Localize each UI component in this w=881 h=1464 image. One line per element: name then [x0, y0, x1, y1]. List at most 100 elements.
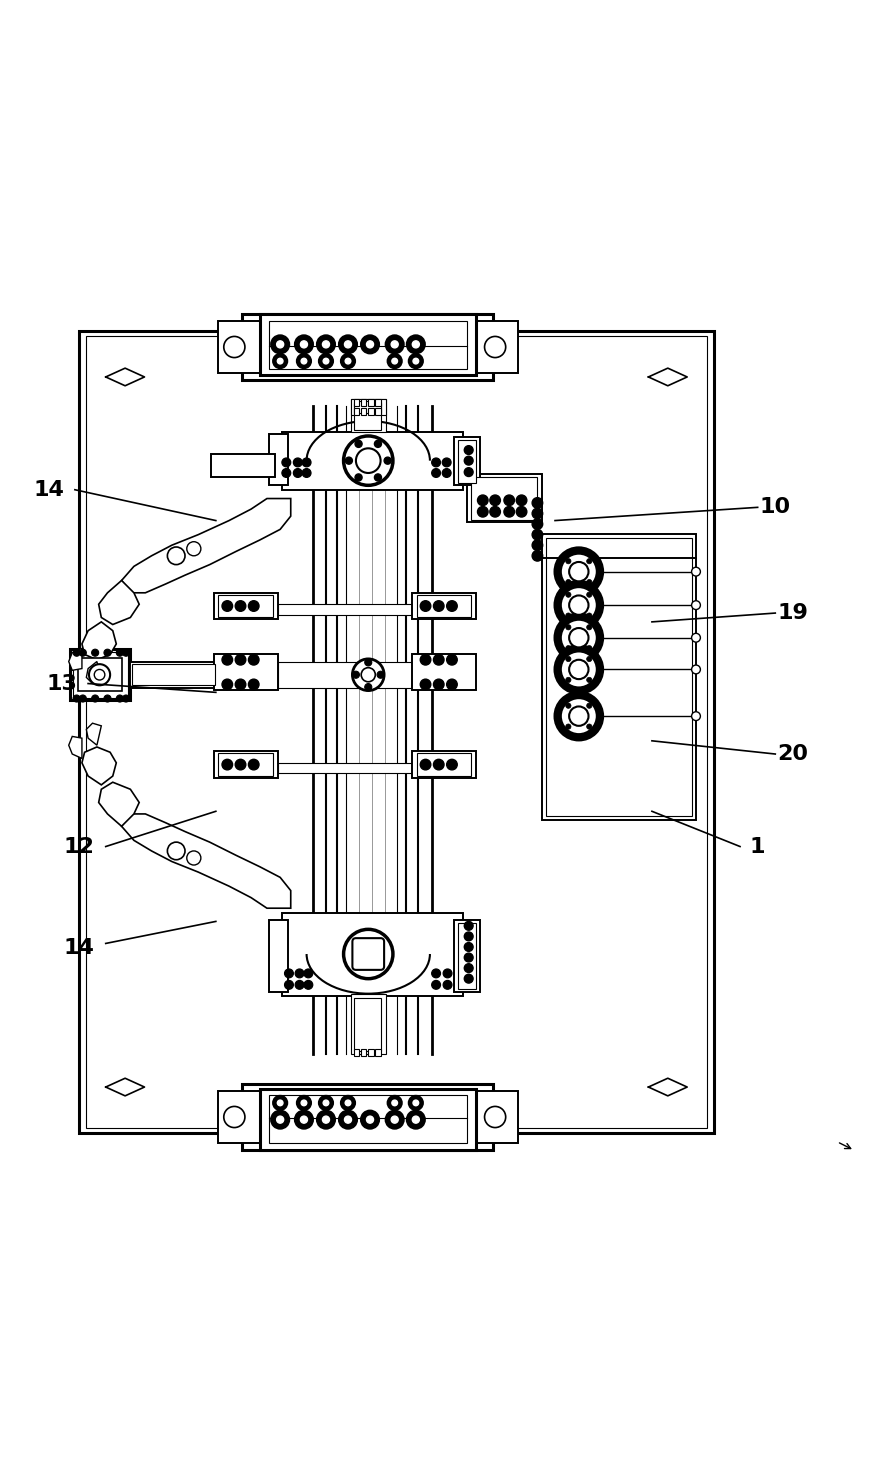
Circle shape: [532, 508, 543, 518]
Bar: [278, 662, 414, 688]
Bar: [458, 924, 476, 990]
Circle shape: [92, 695, 99, 703]
Circle shape: [409, 354, 423, 367]
Circle shape: [345, 1099, 351, 1105]
Circle shape: [277, 1116, 284, 1123]
Bar: [368, 408, 374, 414]
Circle shape: [388, 354, 402, 367]
Circle shape: [235, 679, 246, 690]
Circle shape: [558, 584, 600, 627]
Circle shape: [248, 600, 259, 612]
Circle shape: [235, 600, 246, 612]
Circle shape: [365, 659, 372, 666]
Circle shape: [355, 441, 362, 448]
Bar: [218, 321, 263, 373]
Circle shape: [187, 851, 201, 865]
Circle shape: [304, 969, 313, 978]
Bar: [218, 594, 273, 618]
Bar: [354, 400, 359, 406]
Circle shape: [433, 679, 444, 690]
Circle shape: [587, 613, 592, 618]
Circle shape: [388, 1097, 402, 1110]
Bar: [375, 1050, 381, 1056]
Circle shape: [277, 341, 284, 348]
Circle shape: [273, 1097, 287, 1110]
Circle shape: [317, 1111, 335, 1129]
Circle shape: [377, 671, 384, 678]
Circle shape: [433, 600, 444, 612]
Circle shape: [692, 600, 700, 609]
Circle shape: [295, 969, 304, 978]
Circle shape: [447, 654, 457, 665]
Polygon shape: [86, 662, 101, 684]
Circle shape: [490, 495, 500, 505]
Circle shape: [301, 1099, 307, 1105]
Circle shape: [235, 760, 246, 770]
Circle shape: [282, 468, 291, 477]
Circle shape: [587, 646, 592, 651]
Circle shape: [248, 760, 259, 770]
Circle shape: [587, 703, 592, 709]
Circle shape: [392, 1099, 397, 1105]
Bar: [78, 657, 122, 691]
Bar: [242, 313, 493, 379]
Circle shape: [566, 656, 571, 662]
Circle shape: [235, 654, 246, 665]
Polygon shape: [122, 499, 291, 593]
Circle shape: [356, 448, 381, 473]
Circle shape: [442, 468, 451, 477]
Circle shape: [569, 628, 589, 647]
Bar: [86, 335, 707, 1129]
Polygon shape: [82, 622, 116, 660]
Circle shape: [692, 712, 700, 720]
Circle shape: [366, 341, 374, 348]
Circle shape: [300, 341, 307, 348]
Bar: [417, 752, 471, 776]
Circle shape: [587, 591, 592, 597]
Circle shape: [478, 495, 488, 505]
Circle shape: [464, 963, 473, 972]
Circle shape: [464, 933, 473, 941]
Circle shape: [587, 625, 592, 630]
Bar: [269, 321, 467, 369]
Bar: [132, 665, 215, 685]
Circle shape: [569, 596, 589, 615]
Circle shape: [566, 678, 571, 682]
Circle shape: [464, 953, 473, 962]
Circle shape: [271, 1111, 289, 1129]
Circle shape: [392, 359, 397, 365]
Bar: [368, 1050, 374, 1056]
Circle shape: [587, 580, 592, 584]
Circle shape: [248, 679, 259, 690]
Polygon shape: [82, 747, 116, 785]
Circle shape: [361, 668, 375, 682]
Bar: [260, 1089, 476, 1151]
Circle shape: [361, 335, 379, 353]
Circle shape: [485, 337, 506, 357]
Circle shape: [532, 550, 543, 561]
Bar: [214, 593, 278, 619]
Circle shape: [587, 559, 592, 564]
Bar: [375, 408, 381, 414]
Bar: [218, 752, 273, 776]
Circle shape: [297, 354, 311, 367]
Bar: [458, 441, 476, 483]
Bar: [70, 649, 130, 700]
Circle shape: [566, 646, 571, 651]
Circle shape: [293, 468, 302, 477]
Bar: [368, 400, 374, 406]
Circle shape: [273, 354, 287, 367]
Circle shape: [464, 457, 473, 466]
Bar: [354, 401, 381, 413]
Circle shape: [566, 625, 571, 630]
Circle shape: [443, 981, 452, 990]
Circle shape: [73, 695, 80, 703]
Polygon shape: [86, 723, 101, 745]
Circle shape: [443, 969, 452, 978]
Bar: [542, 534, 696, 820]
Circle shape: [341, 1097, 355, 1110]
Circle shape: [566, 703, 571, 709]
Circle shape: [301, 359, 307, 365]
Text: 1: 1: [750, 836, 766, 856]
Circle shape: [566, 725, 571, 729]
